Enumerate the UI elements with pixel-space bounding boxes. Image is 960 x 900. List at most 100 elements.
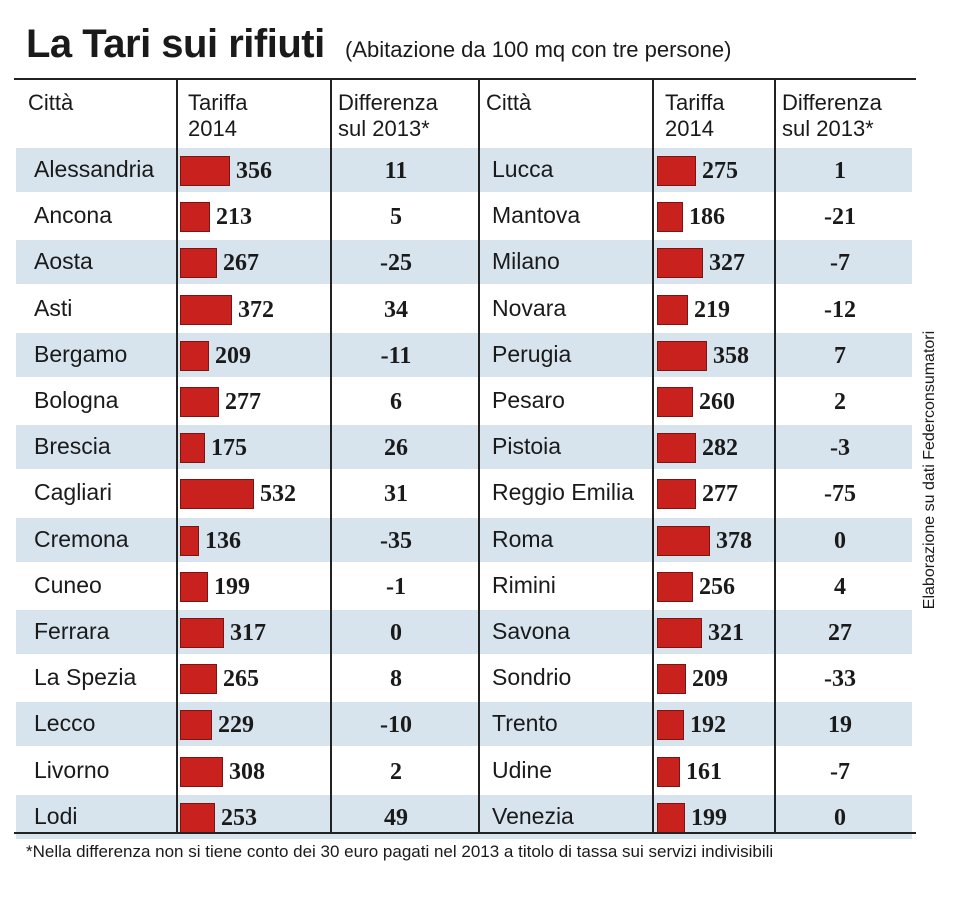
tariff-bar xyxy=(657,433,696,464)
column-rule xyxy=(652,78,654,834)
tariff-bar xyxy=(657,618,702,648)
header-tariff-line2: 2014 xyxy=(188,116,237,141)
column-rule xyxy=(478,78,480,834)
city-name: Cremona xyxy=(34,525,129,552)
header-tariff: Tariffa 2014 xyxy=(188,90,248,142)
diff-value: -3 xyxy=(830,435,850,462)
tariff-value: 136 xyxy=(205,527,241,554)
tariff-value: 199 xyxy=(214,573,250,600)
tariff-bar xyxy=(180,294,232,325)
city-name: Cuneo xyxy=(34,571,102,598)
header-tariff-line1: Tariffa xyxy=(188,90,248,115)
city-name: Trento xyxy=(492,710,558,737)
column-rule xyxy=(330,78,332,834)
tariff-bar xyxy=(657,802,685,833)
diff-value: 5 xyxy=(390,204,402,231)
city-name: Asti xyxy=(34,294,73,321)
diff-value: -25 xyxy=(380,250,412,277)
tariff-bar xyxy=(180,525,199,556)
tariff-value: 213 xyxy=(216,204,252,231)
city-name: Alessandria xyxy=(34,156,155,182)
tariff-value: 229 xyxy=(218,712,254,739)
diff-value: 6 xyxy=(390,389,402,415)
header-diff-line2: sul 2013* xyxy=(782,116,874,141)
header-diff-line1: Differenza xyxy=(338,90,438,115)
city-name: Reggio Emilia xyxy=(492,479,634,506)
table-bottom-rule xyxy=(14,832,916,834)
city-name: Savona xyxy=(492,618,571,644)
tariff-value: 209 xyxy=(215,342,251,369)
city-name: Pistoia xyxy=(492,433,562,460)
city-name: Udine xyxy=(492,756,553,783)
tariff-bar xyxy=(657,294,688,325)
tariff-bar xyxy=(180,618,224,648)
tariff-value: 277 xyxy=(225,389,261,415)
header-diff-line1: Differenza xyxy=(782,90,882,115)
tariff-bar xyxy=(180,710,212,741)
row-band xyxy=(16,240,912,285)
tariff-bar xyxy=(657,387,693,417)
tariff-value: 219 xyxy=(694,296,730,323)
tariff-bar xyxy=(180,202,210,233)
diff-value: 0 xyxy=(834,804,846,831)
tariff-value: 327 xyxy=(709,250,745,277)
city-name: Livorno xyxy=(34,756,110,783)
diff-value: 49 xyxy=(384,804,408,831)
tariff-bar xyxy=(180,802,215,833)
diff-value: 31 xyxy=(384,481,408,508)
tariff-bar xyxy=(657,756,680,787)
diff-value: -11 xyxy=(380,342,412,369)
city-name: Roma xyxy=(492,525,554,552)
tariff-bar xyxy=(657,156,696,186)
table-top-rule xyxy=(14,78,916,80)
tariff-bar xyxy=(657,571,693,602)
tariff-value: 358 xyxy=(713,342,749,369)
tariff-value: 532 xyxy=(260,481,296,508)
diff-value: -75 xyxy=(824,481,856,508)
diff-value: -7 xyxy=(830,758,850,785)
chart-title: La Tari sui rifiuti xyxy=(26,22,325,66)
row-band xyxy=(16,517,912,562)
row-band xyxy=(16,332,912,377)
tariff-value: 209 xyxy=(692,666,728,693)
row-band xyxy=(16,148,912,192)
city-name: Venezia xyxy=(492,802,574,829)
tariff-value: 199 xyxy=(691,804,727,831)
tariff-value: 256 xyxy=(699,573,735,600)
tariff-bar xyxy=(180,664,217,695)
city-name: Pesaro xyxy=(492,387,565,413)
city-name: La Spezia xyxy=(34,664,137,691)
city-name: Rimini xyxy=(492,571,556,598)
header-tariff-line1: Tariffa xyxy=(665,90,725,115)
city-name: Cagliari xyxy=(34,479,112,506)
city-name: Bergamo xyxy=(34,340,128,367)
diff-value: 26 xyxy=(384,435,408,462)
tariff-value: 277 xyxy=(702,481,738,508)
footnote: *Nella differenza non si tiene conto dei… xyxy=(26,842,774,861)
tariff-bar xyxy=(180,156,230,186)
tariff-value: 356 xyxy=(236,158,272,184)
tariff-bar xyxy=(657,340,707,371)
diff-value: 27 xyxy=(828,620,852,646)
tariff-value: 321 xyxy=(708,620,744,646)
city-name: Milano xyxy=(492,248,560,275)
tariff-bar xyxy=(180,756,223,787)
diff-value: 2 xyxy=(390,758,402,785)
city-name: Perugia xyxy=(492,340,572,367)
diff-value: -35 xyxy=(380,527,412,554)
column-rule xyxy=(176,78,178,834)
diff-value: -1 xyxy=(386,573,406,600)
column-rule xyxy=(774,78,776,834)
diff-value: 1 xyxy=(834,158,846,184)
tariff-bar xyxy=(657,525,710,556)
tariff-value: 253 xyxy=(221,804,257,831)
tariff-value: 265 xyxy=(223,666,259,693)
city-name: Ferrara xyxy=(34,618,110,644)
tariff-value: 267 xyxy=(223,250,259,277)
diff-value: -21 xyxy=(824,204,856,231)
tariff-bar xyxy=(657,202,683,233)
diff-value: 34 xyxy=(384,296,408,323)
header-city: Città xyxy=(486,90,532,115)
row-band xyxy=(16,425,912,470)
tariff-value: 192 xyxy=(690,712,726,739)
